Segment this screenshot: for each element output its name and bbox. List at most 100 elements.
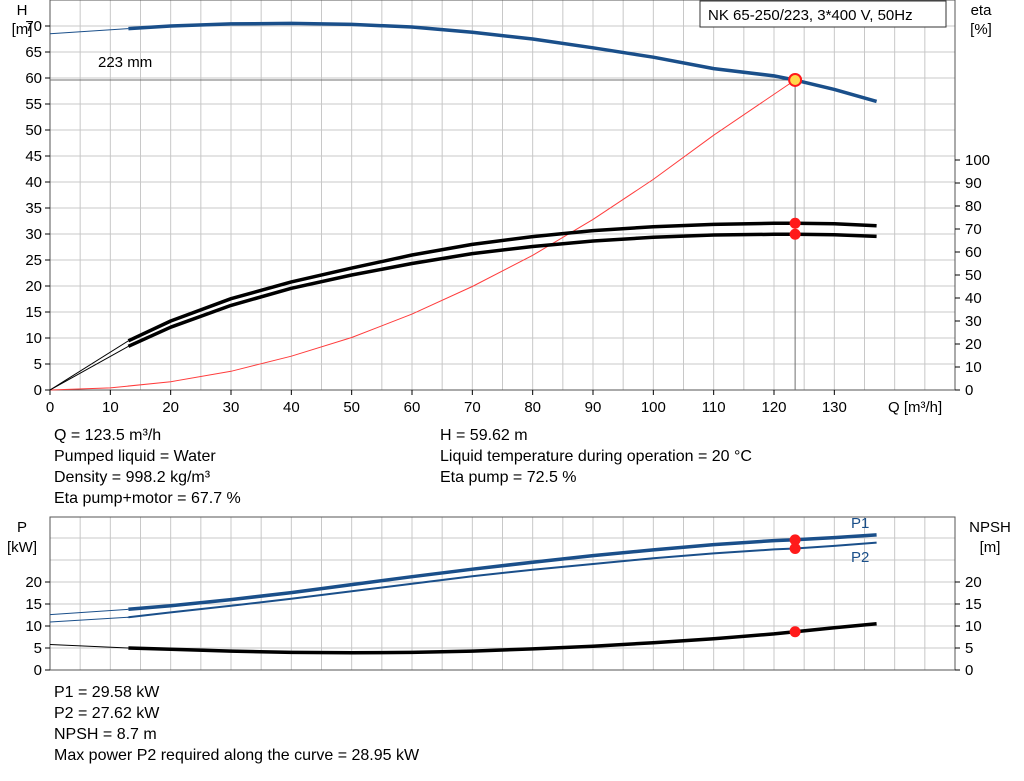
npsh-tick-label: 0 bbox=[965, 662, 973, 679]
y-tick-label: 30 bbox=[25, 226, 42, 243]
p2-marker bbox=[789, 542, 801, 554]
y2-axis-label-line1: eta bbox=[971, 2, 993, 19]
power-plot-frame bbox=[49, 516, 956, 671]
eta-pump-marker bbox=[789, 217, 801, 229]
y-tick-label: 70 bbox=[25, 18, 42, 35]
eta-pump-motor-curve bbox=[127, 232, 877, 348]
y2-axis-label-line2: [%] bbox=[970, 21, 992, 38]
eta-pump-motor-marker bbox=[789, 228, 801, 240]
y-tick-label: 65 bbox=[25, 44, 42, 61]
p2-series-label: P2 bbox=[851, 549, 869, 566]
x-tick-label: 120 bbox=[761, 399, 786, 416]
y-axis-label-line1: H bbox=[17, 2, 28, 19]
info-p1: P1 = 29.58 kW bbox=[54, 684, 160, 701]
info-eta-pump: Eta pump = 72.5 % bbox=[440, 469, 577, 486]
x-tick-label: 100 bbox=[641, 399, 666, 416]
x-tick-label: 130 bbox=[822, 399, 847, 416]
x-tick-label: 30 bbox=[223, 399, 240, 416]
x-tick-label: 90 bbox=[585, 399, 602, 416]
x-tick-label: 60 bbox=[404, 399, 421, 416]
npsh-axis-label-line1: NPSH bbox=[969, 519, 1011, 536]
y2-tick-label: 100 bbox=[965, 152, 990, 169]
x-tick-label: 40 bbox=[283, 399, 300, 416]
x-tick-label: 20 bbox=[162, 399, 179, 416]
y-tick-label: 15 bbox=[25, 304, 42, 321]
npsh-curve-extension bbox=[49, 644, 129, 649]
chart-title: NK 65-250/223, 3*400 V, 50Hz bbox=[708, 7, 913, 24]
head-curve-extension bbox=[49, 28, 129, 35]
info-max-power: Max power P2 required along the curve = … bbox=[54, 747, 420, 764]
x-axis-label: Q [m³/h] bbox=[888, 399, 942, 416]
info-density: Density = 998.2 kg/m³ bbox=[54, 469, 211, 486]
eta-pump-curve-extension bbox=[49, 340, 129, 391]
p-axis-label-line2: [kW] bbox=[7, 539, 37, 556]
eta-pump-motor-curve-extension bbox=[49, 345, 129, 391]
p1-marker bbox=[789, 534, 801, 546]
y-tick-label: 60 bbox=[25, 70, 42, 87]
info-p2: P2 = 27.62 kW bbox=[54, 705, 160, 722]
y-axis-label-line2: [m] bbox=[12, 21, 33, 38]
info-left-block: Q = 123.5 m³/h Pumped liquid = Water Den… bbox=[54, 425, 241, 509]
y2-tick-label: 50 bbox=[965, 267, 982, 284]
p-tick-label: 5 bbox=[34, 640, 42, 657]
p-tick-label: 20 bbox=[25, 574, 42, 591]
y2-tick-label: 90 bbox=[965, 175, 982, 192]
info-right-block: H = 59.62 m Liquid temperature during op… bbox=[440, 425, 752, 488]
y-tick-label: 25 bbox=[25, 252, 42, 269]
npsh-tick-label: 5 bbox=[965, 640, 973, 657]
y2-tick-label: 30 bbox=[965, 313, 982, 330]
power-info-block: P1 = 29.58 kW P2 = 27.62 kW NPSH = 8.7 m… bbox=[54, 682, 419, 766]
head-curve-label: 223 mm bbox=[98, 54, 152, 71]
y-tick-label: 35 bbox=[25, 200, 42, 217]
power-npsh-plot: 0 5 10 15 20 0 5 10 15 20 P [kW] NPSH [m] P1 P2 bbox=[7, 515, 1011, 679]
p1-curve-extension bbox=[49, 608, 129, 616]
y-tick-label: 10 bbox=[25, 330, 42, 347]
y2-tick-label: 80 bbox=[965, 198, 982, 215]
info-temperature: Liquid temperature during operation = 20… bbox=[440, 448, 752, 465]
npsh-axis-label-line2: [m] bbox=[980, 539, 1001, 556]
y-tick-label: 5 bbox=[34, 356, 42, 373]
y-tick-label: 40 bbox=[25, 174, 42, 191]
npsh-tick-label: 15 bbox=[965, 596, 982, 613]
npsh-marker bbox=[789, 626, 801, 638]
npsh-tick-label: 10 bbox=[965, 618, 982, 635]
head-curve bbox=[128, 21, 878, 104]
operating-point-marker bbox=[788, 72, 803, 87]
head-efficiency-plot: 0 5 10 15 20 25 30 35 40 45 50 55 60 65 70 0 10 20 30 40 50 6… bbox=[12, 0, 993, 416]
y-tick-label: 50 bbox=[25, 122, 42, 139]
info-flow: Q = 123.5 m³/h bbox=[54, 427, 162, 444]
npsh-curve bbox=[128, 622, 877, 655]
x-tick-label: 70 bbox=[464, 399, 481, 416]
p-tick-label: 10 bbox=[25, 618, 42, 635]
x-tick-label: 0 bbox=[46, 399, 54, 416]
p-tick-label: 15 bbox=[25, 596, 42, 613]
p-axis-label-line1: P bbox=[17, 519, 27, 536]
y2-tick-label: 20 bbox=[965, 336, 982, 353]
p1-curve bbox=[128, 533, 877, 612]
y2-tick-label: 40 bbox=[965, 290, 982, 307]
p2-curve-extension bbox=[49, 616, 129, 623]
x-tick-label: 10 bbox=[102, 399, 119, 416]
p1-series-label: P1 bbox=[851, 515, 869, 532]
y-tick-label: 20 bbox=[25, 278, 42, 295]
x-tick-label: 80 bbox=[524, 399, 541, 416]
x-tick-label: 50 bbox=[343, 399, 360, 416]
info-head: H = 59.62 m bbox=[440, 427, 528, 444]
y2-tick-label: 70 bbox=[965, 221, 982, 238]
main-plot-frame bbox=[49, 0, 956, 391]
title-box: NK 65-250/223, 3*400 V, 50Hz bbox=[699, 0, 947, 28]
y-tick-label: 0 bbox=[34, 382, 42, 399]
y2-tick-label: 10 bbox=[965, 359, 982, 376]
info-npsh: NPSH = 8.7 m bbox=[54, 726, 157, 743]
system-curve bbox=[49, 79, 796, 391]
info-eta-pump-motor: Eta pump+motor = 67.7 % bbox=[54, 490, 241, 507]
eta-pump-curve bbox=[127, 221, 877, 343]
y2-tick-label: 0 bbox=[965, 382, 973, 399]
y2-tick-label: 60 bbox=[965, 244, 982, 261]
p-tick-label: 0 bbox=[34, 662, 42, 679]
y-tick-label: 55 bbox=[25, 96, 42, 113]
y-tick-label: 45 bbox=[25, 148, 42, 165]
x-tick-label: 110 bbox=[702, 399, 726, 416]
info-liquid: Pumped liquid = Water bbox=[54, 448, 216, 465]
